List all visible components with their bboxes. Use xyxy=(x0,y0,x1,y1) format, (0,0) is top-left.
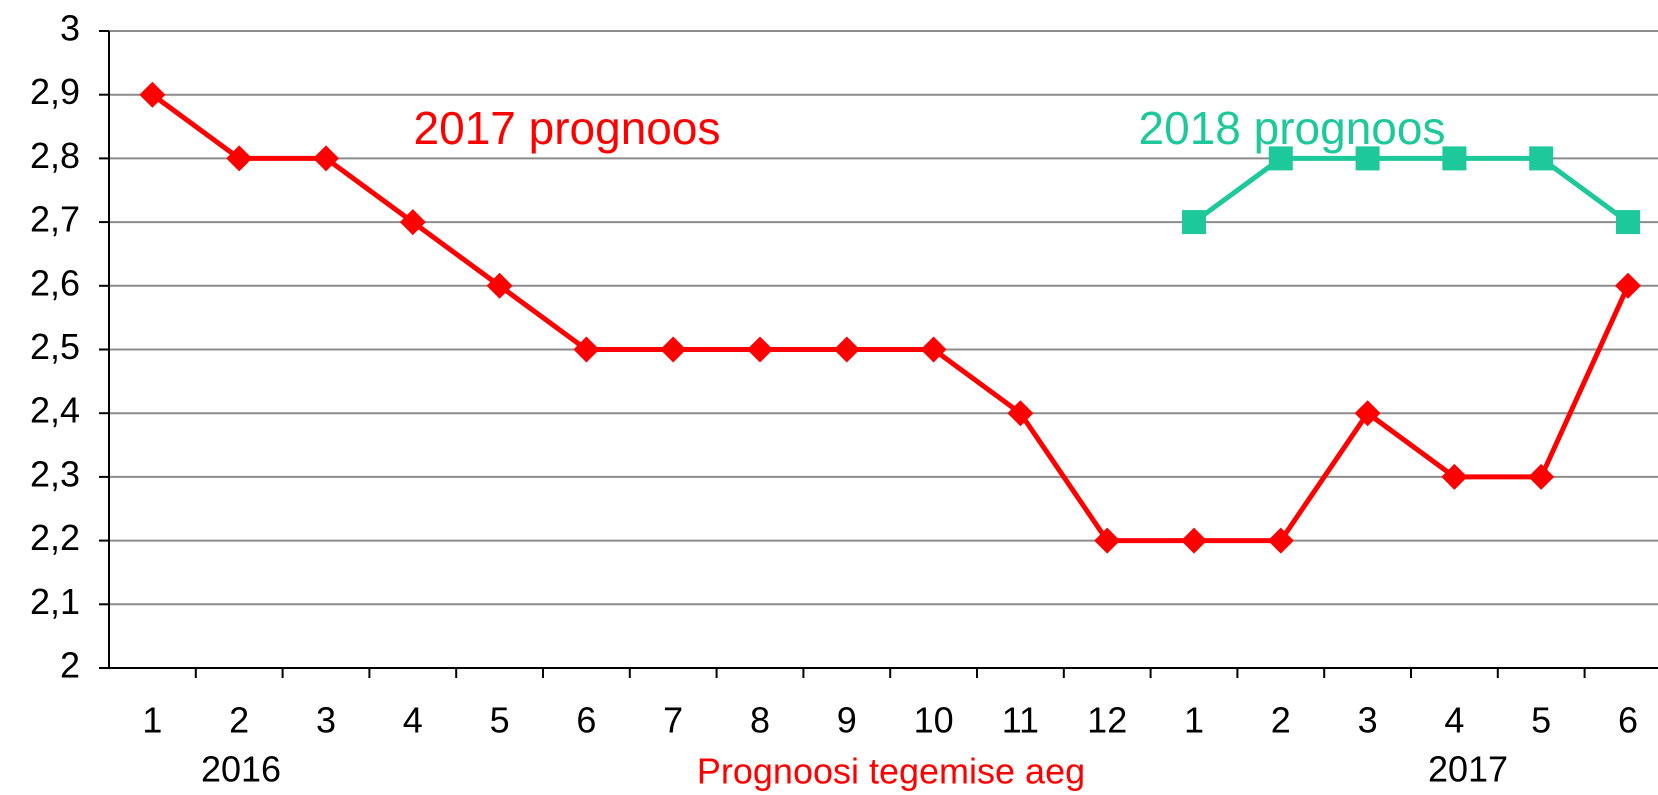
marker xyxy=(1441,463,1468,490)
marker xyxy=(920,336,947,363)
marker xyxy=(1529,146,1554,171)
x-tick-label: 7 xyxy=(663,700,683,741)
marker xyxy=(1528,463,1555,490)
marker xyxy=(1354,400,1381,427)
x-tick-label: 5 xyxy=(490,700,510,741)
x-tick-label: 2 xyxy=(229,700,249,741)
y-tick-label: 2,1 xyxy=(30,581,80,622)
y-tick-label: 2,9 xyxy=(30,71,80,112)
marker xyxy=(833,336,860,363)
x-tick-label: 11 xyxy=(1002,700,1039,741)
y-tick-label: 2,2 xyxy=(30,517,80,558)
x-tick-label: 6 xyxy=(1618,700,1638,741)
marker xyxy=(747,336,773,363)
marker xyxy=(660,336,687,363)
x-tick-label: 9 xyxy=(837,700,857,741)
series-line xyxy=(1192,155,1630,225)
x-tick-label: 6 xyxy=(576,700,596,741)
y-tick-label: 2,5 xyxy=(30,326,80,367)
marker xyxy=(1268,146,1293,171)
x-tick-label: 4 xyxy=(403,700,423,741)
marker xyxy=(486,272,513,299)
marker xyxy=(1094,527,1121,554)
year-label: 2016 xyxy=(201,749,281,790)
series-line xyxy=(150,92,1631,544)
y-tick-label: 2,7 xyxy=(30,199,80,240)
y-tick-label: 3 xyxy=(60,8,80,49)
marker xyxy=(1182,210,1206,235)
marker xyxy=(139,81,166,108)
series-label: 2017 prognoos xyxy=(414,102,721,154)
marker xyxy=(1442,146,1467,171)
y-tick-label: 2,3 xyxy=(30,453,80,494)
x-tick-label: 1 xyxy=(1184,700,1204,741)
x-tick-label: 2 xyxy=(1271,700,1291,741)
y-tick-label: 2,4 xyxy=(30,390,80,431)
x-tick-label: 8 xyxy=(750,700,770,741)
x-tick-label: 3 xyxy=(316,700,336,741)
x-tick-label: 1 xyxy=(142,700,162,741)
x-tick-label: 12 xyxy=(1087,700,1127,741)
marker xyxy=(1267,527,1294,554)
x-tick-label: 3 xyxy=(1358,700,1378,741)
marker xyxy=(1181,527,1207,554)
marker xyxy=(226,145,253,172)
marker xyxy=(399,209,426,236)
x-axis-title: Prognoosi tegemise aeg xyxy=(697,751,1085,792)
marker xyxy=(1616,210,1640,235)
x-tick-label: 4 xyxy=(1444,700,1464,741)
marker xyxy=(573,336,600,363)
marker xyxy=(1355,146,1380,171)
marker xyxy=(1007,400,1034,427)
y-tick-label: 2,6 xyxy=(30,262,80,303)
x-tick-label: 10 xyxy=(914,700,954,741)
year-label: 2017 xyxy=(1428,749,1508,790)
y-tick-label: 2,8 xyxy=(30,135,80,176)
y-tick-label: 2 xyxy=(60,645,80,686)
marker xyxy=(313,145,339,172)
x-tick-label: 5 xyxy=(1531,700,1551,741)
marker xyxy=(1615,272,1641,299)
series-label: 2018 prognoos xyxy=(1139,102,1446,154)
